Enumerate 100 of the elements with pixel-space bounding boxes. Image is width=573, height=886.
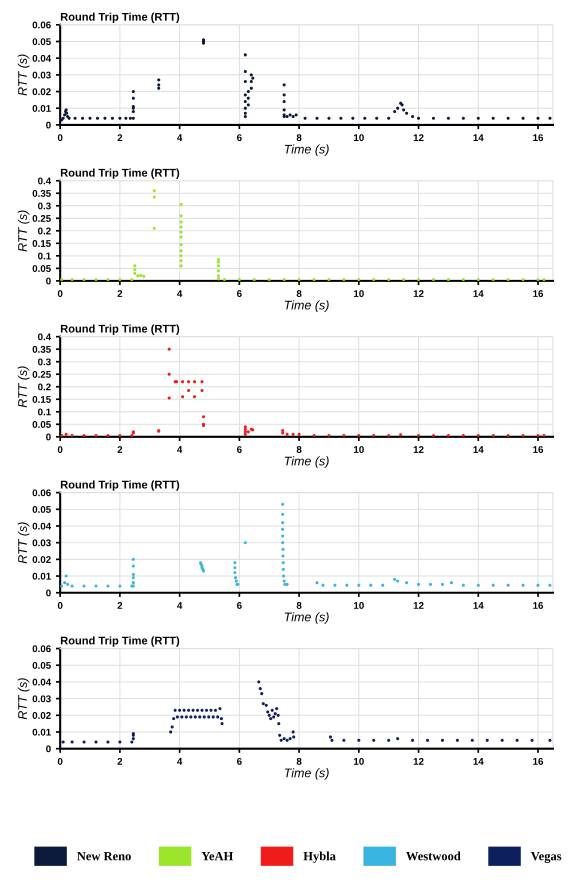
y-tick-label: 0.15	[32, 240, 51, 247]
x-tick-label: 12	[414, 602, 424, 609]
y-tick-label: 0	[46, 434, 51, 440]
x-tick-label: 2	[118, 446, 122, 453]
x-tick-label: 2	[118, 602, 122, 609]
x-tick-label: 14	[473, 134, 484, 141]
x-tick-label: 4	[177, 290, 182, 297]
x-tick-label: 12	[414, 758, 424, 765]
y-tick-label: 0.02	[32, 556, 51, 563]
y-tick-label: 0.3	[38, 202, 51, 210]
x-tick-label: 12	[414, 290, 424, 297]
chart-title: Round Trip Time (RTT)	[60, 168, 180, 179]
x-tick-label: 0	[58, 758, 62, 765]
x-tick-label: 10	[354, 446, 364, 453]
y-tick-label: 0.35	[32, 190, 51, 197]
y-tick-label: 0.04	[32, 522, 52, 530]
y-tick-label: 0.01	[32, 572, 51, 580]
x-tick-label: 16	[533, 134, 544, 142]
y-tick-label: 0.03	[32, 695, 51, 702]
y-tick-label: 0.03	[32, 539, 51, 546]
x-tick-label: 14	[473, 758, 484, 765]
x-tick-label: 14	[473, 290, 484, 297]
y-tick-label: 0	[46, 278, 51, 284]
y-tick-label: 0.06	[32, 645, 51, 652]
x-tick-label: 0	[58, 446, 62, 453]
x-tick-label: 2	[118, 290, 122, 297]
y-tick-label: 0.05	[32, 506, 51, 513]
x-tick-label: 0	[58, 290, 62, 298]
x-tick-label: 6	[237, 758, 242, 765]
y-axis-title: RTT (s)	[18, 678, 30, 720]
x-tick-label: 16	[533, 758, 544, 765]
y-tick-label: 0.05	[32, 265, 51, 272]
x-tick-label: 4	[177, 446, 182, 453]
x-tick-label: 4	[177, 758, 182, 765]
x-tick-label: 8	[296, 290, 302, 298]
x-tick-label: 8	[296, 446, 302, 453]
x-tick-label: 0	[58, 134, 62, 142]
y-tick-label: 0.02	[32, 88, 51, 96]
x-tick-label: 16	[533, 446, 544, 453]
x-tick-label: 10	[354, 290, 364, 298]
y-tick-label: 0.05	[32, 421, 51, 428]
y-tick-label: 0.03	[32, 72, 51, 78]
y-tick-label: 0	[46, 122, 51, 129]
chart-title: Round Trip Time (RTT)	[60, 12, 180, 23]
y-axis-title: RTT (s)	[18, 210, 30, 252]
y-tick-label: 0.05	[32, 662, 51, 669]
x-tick-label: 16	[533, 602, 544, 609]
y-axis-title: RTT (s)	[18, 54, 30, 96]
y-tick-label: 0.04	[32, 54, 52, 62]
y-tick-label: 0.01	[32, 104, 51, 112]
x-tick-label: 8	[296, 758, 302, 765]
x-tick-label: 16	[533, 290, 544, 298]
y-tick-label: 0.4	[38, 333, 52, 340]
chart-title: Round Trip Time (RTT)	[60, 480, 180, 491]
y-tick-label: 0.05	[32, 38, 51, 46]
y-tick-label: 0.06	[32, 489, 51, 496]
x-tick-label: 0	[58, 602, 62, 609]
x-tick-label: 12	[414, 134, 424, 141]
y-axis-title: RTT (s)	[18, 522, 30, 564]
y-tick-label: 0.1	[38, 252, 51, 260]
x-tick-label: 4	[177, 134, 182, 141]
y-tick-label: 0.01	[32, 728, 51, 736]
legend-label: Hybla	[303, 852, 336, 863]
x-tick-label: 10	[354, 602, 364, 609]
y-tick-label: 0.2	[38, 383, 51, 390]
x-tick-label: 6	[237, 602, 242, 609]
y-tick-label: 0	[46, 745, 51, 752]
x-axis-title: Time (s)	[284, 456, 329, 468]
y-tick-label: 0	[46, 589, 51, 596]
x-axis-title: Time (s)	[284, 768, 329, 780]
x-tick-label: 14	[473, 602, 484, 609]
y-tick-label: 0.25	[32, 215, 51, 222]
y-tick-label: 0.04	[32, 678, 52, 686]
chart-title: Round Trip Time (RTT)	[60, 636, 180, 647]
x-axis-title: Time (s)	[284, 612, 329, 624]
y-tick-label: 0.2	[38, 228, 51, 234]
y-tick-label: 0.35	[32, 346, 51, 353]
x-tick-label: 6	[237, 446, 242, 453]
y-tick-label: 0.4	[38, 177, 52, 184]
y-tick-label: 0.25	[32, 370, 51, 378]
x-tick-label: 12	[414, 446, 424, 453]
legend-label: YeAH	[202, 852, 234, 860]
x-tick-label: 8	[296, 602, 302, 609]
legend-label: Vegas	[530, 852, 562, 863]
legend-label: Westwood	[406, 852, 461, 860]
x-tick-label: 2	[118, 758, 122, 765]
x-axis-title: Time (s)	[284, 300, 329, 312]
x-axis-title: Time (s)	[284, 144, 329, 156]
x-tick-label: 14	[473, 446, 484, 453]
x-tick-label: 10	[354, 758, 364, 765]
y-tick-label: 0.06	[32, 22, 51, 28]
x-tick-label: 4	[177, 602, 182, 609]
y-axis-title: RTT (s)	[18, 366, 30, 408]
x-tick-label: 2	[118, 134, 122, 141]
y-tick-label: 0.15	[32, 396, 51, 403]
y-tick-label: 0.3	[38, 358, 51, 366]
chart-title: Round Trip Time (RTT)	[60, 324, 180, 335]
x-tick-label: 6	[237, 290, 242, 298]
x-tick-label: 6	[237, 134, 242, 142]
y-tick-label: 0.02	[32, 712, 51, 719]
